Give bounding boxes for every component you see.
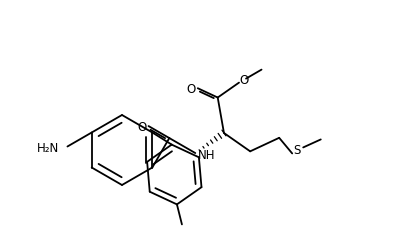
Text: S: S <box>293 144 301 157</box>
Text: O: O <box>186 83 195 96</box>
Text: O: O <box>137 121 146 134</box>
Text: H₂N: H₂N <box>37 142 60 155</box>
Text: O: O <box>239 74 248 87</box>
Text: NH: NH <box>197 149 215 161</box>
